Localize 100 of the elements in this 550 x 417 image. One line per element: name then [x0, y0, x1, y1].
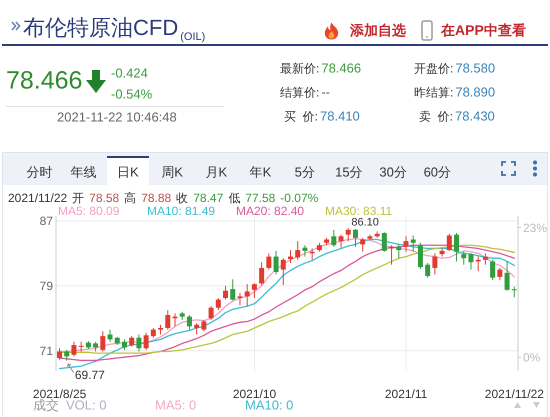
text: 日K	[117, 164, 139, 180]
candlestick	[504, 260, 510, 292]
candlestick	[64, 349, 70, 362]
candlestick	[122, 338, 127, 350]
candlestick	[237, 292, 242, 306]
text: MA10: 81.49	[147, 204, 216, 218]
text: 77.58	[245, 191, 276, 205]
text: 低	[228, 191, 240, 205]
candlestick	[144, 332, 149, 350]
candlestick	[201, 319, 206, 332]
candlestick	[352, 228, 358, 248]
text: MA30: 83.11	[325, 204, 392, 218]
y2-tick-label: 0%	[523, 350, 541, 365]
text: 60分	[424, 164, 452, 180]
text: 开盘价:	[414, 61, 454, 75]
text: 开	[72, 191, 84, 205]
candlestick	[57, 348, 62, 360]
candlestick	[129, 336, 134, 348]
text: 周K	[161, 164, 183, 180]
text: 78.58	[89, 191, 120, 205]
text: 年K	[250, 164, 272, 180]
candlestick	[100, 330, 106, 352]
candlestick	[490, 259, 496, 281]
text: MA5: 0	[155, 398, 196, 412]
text: 78.47	[193, 191, 224, 205]
text: 最新价:	[280, 61, 320, 75]
candlestick	[410, 234, 416, 252]
text: 78.890	[455, 84, 496, 100]
candlestick	[136, 334, 142, 352]
candlestick	[223, 285, 228, 300]
candlestick	[165, 310, 170, 330]
candlestick	[396, 244, 402, 259]
candlestick	[432, 252, 438, 275]
y2-tick-label: 23%	[523, 220, 548, 235]
text: 78.466	[321, 60, 362, 76]
candlestick	[418, 242, 423, 270]
candlestick	[389, 244, 394, 266]
text: -0.424	[111, 66, 148, 80]
candlestick	[108, 329, 113, 342]
text: 昨结算:	[414, 85, 454, 99]
candlestick	[244, 284, 250, 307]
text: 月K	[205, 164, 228, 180]
text: 在APP中查看	[441, 22, 526, 38]
text: 78.410	[320, 108, 360, 124]
text: VOL: 0	[66, 398, 106, 412]
text: 5分	[294, 164, 315, 180]
y-tick-label: 79	[40, 279, 54, 294]
candlestick	[216, 297, 221, 311]
text: 2021-11-22 10:46:48	[57, 110, 177, 124]
candlestick	[482, 252, 488, 266]
text: 收	[176, 191, 188, 205]
text: MA20: 82.40	[236, 204, 304, 218]
text: --	[321, 84, 330, 100]
candlestick	[71, 341, 76, 357]
candlestick	[259, 262, 264, 286]
candlestick	[230, 278, 236, 301]
candlestick	[208, 306, 214, 320]
text: 78.430	[455, 108, 495, 124]
candlestick	[454, 232, 460, 262]
text: 78.466	[6, 66, 82, 94]
text: 结算价:	[280, 85, 320, 99]
candlestick	[446, 233, 452, 252]
candlestick	[476, 256, 481, 272]
text: 15分	[335, 164, 363, 180]
text: 30分	[379, 164, 407, 180]
text: 成交	[33, 398, 59, 412]
candlestick	[288, 250, 293, 264]
annotation: 69.77	[74, 368, 105, 382]
text: MA5: 80.09	[58, 204, 120, 218]
annotation: 86.10	[351, 216, 379, 229]
candlestick	[78, 341, 84, 352]
candlestick	[461, 251, 466, 266]
candlestick	[150, 327, 156, 338]
x-tick-label: 2021/11/22	[484, 387, 544, 401]
candlestick	[497, 267, 502, 281]
candlestick	[331, 229, 336, 248]
candlestick	[295, 240, 300, 260]
candlestick	[382, 232, 387, 252]
text: 高	[124, 191, 136, 205]
candlestick	[425, 262, 430, 278]
x-tick-label: 2021/11	[384, 387, 428, 401]
text: 年线	[70, 164, 97, 180]
y-tick-label: 71	[40, 344, 54, 358]
candlestick	[280, 258, 286, 286]
candlestick	[93, 341, 98, 352]
candlestick	[360, 237, 366, 252]
y-tick-label: 87	[40, 214, 54, 228]
candlestick	[266, 252, 272, 270]
candlestick	[252, 282, 257, 298]
candlestick	[512, 286, 517, 298]
text: -0.54%	[111, 86, 152, 102]
candlestick	[186, 314, 192, 330]
text: 78.580	[455, 60, 496, 76]
candlestick	[338, 234, 344, 248]
candlestick	[404, 236, 408, 252]
text: 买 价:	[284, 109, 318, 123]
text: 78.88	[141, 191, 172, 205]
text: 分时	[26, 164, 52, 180]
text: 布伦特原油CFD$_{(OIL)}$	[23, 15, 206, 43]
text: 2021/11/22	[8, 191, 68, 205]
